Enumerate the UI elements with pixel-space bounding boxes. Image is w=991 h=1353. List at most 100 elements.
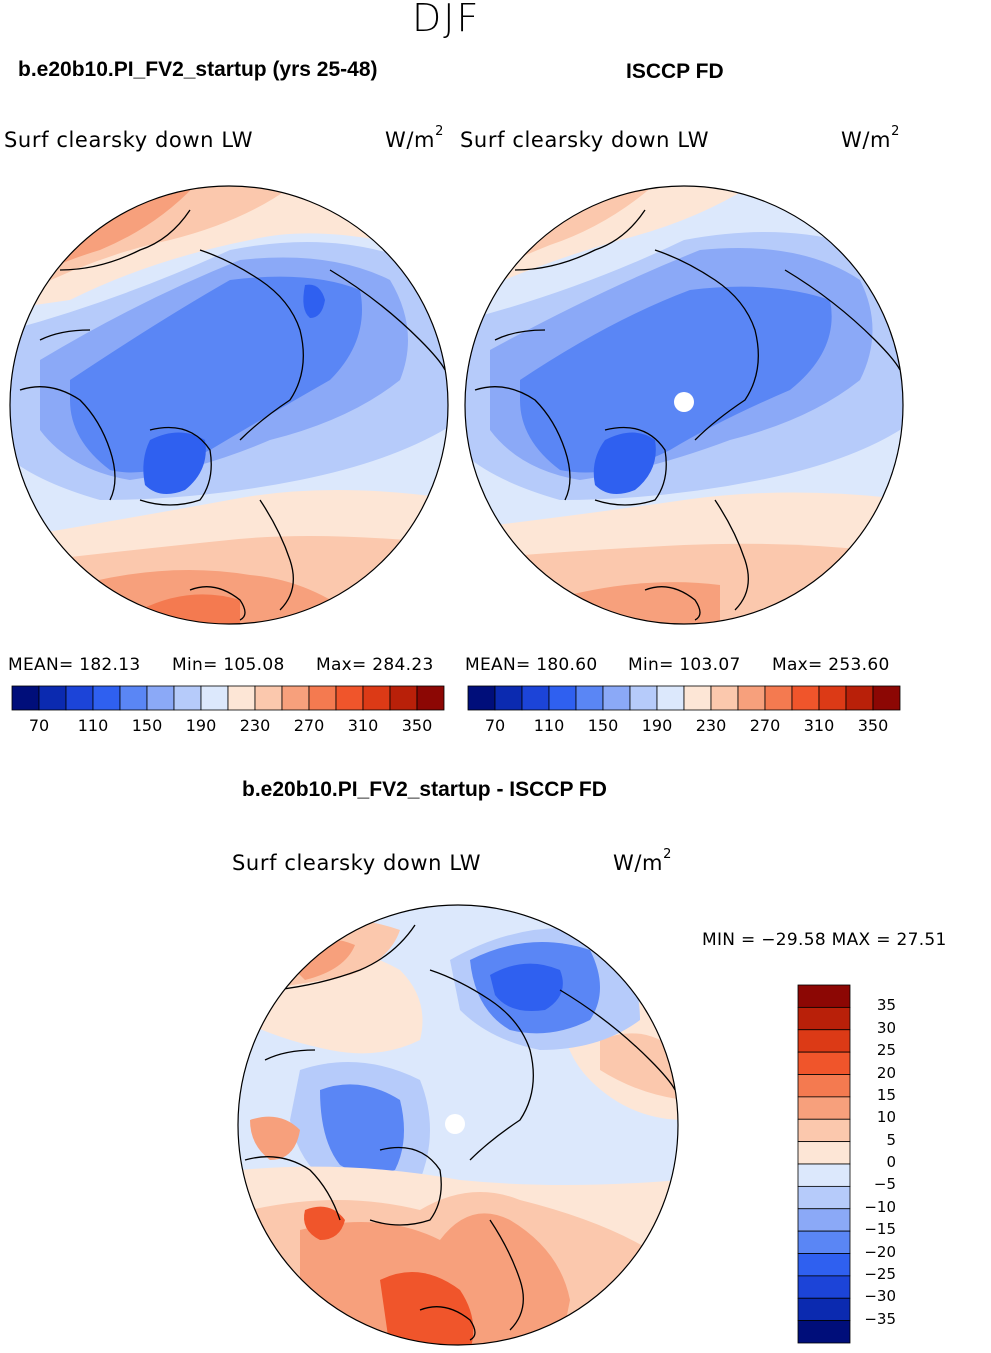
diff-map-border	[237, 904, 679, 1346]
left-panel-title: b.e20b10.PI_FV2_startup (yrs 25-48)	[18, 58, 378, 81]
left-units-base: W/m	[385, 128, 436, 152]
colorbar-swatch	[683, 685, 712, 711]
left-map-border	[9, 185, 449, 625]
colorbar-swatch	[797, 1096, 851, 1120]
left-colorbar	[11, 685, 445, 711]
colorbar-tick-label: −25	[864, 1264, 896, 1283]
colorbar-tick-label: −15	[864, 1220, 896, 1239]
colorbar-swatch	[389, 685, 418, 711]
colorbar-tick-label: 310	[347, 716, 379, 735]
colorbar-swatch	[737, 685, 766, 711]
colorbar-swatch	[575, 685, 604, 711]
colorbar-swatch	[308, 685, 337, 711]
colorbar-swatch	[797, 1163, 851, 1187]
colorbar-tick-label: 350	[401, 716, 433, 735]
colorbar-tick-label: 5	[886, 1130, 896, 1149]
colorbar-tick-label: 70	[28, 716, 50, 735]
colorbar-tick-label: 0	[886, 1153, 896, 1171]
left-panel-variable: Surf clearsky down LW	[4, 128, 254, 152]
colorbar-swatch	[656, 685, 685, 711]
right-min: Min= 103.07	[628, 655, 741, 675]
colorbar-tick-label: 25	[876, 1041, 896, 1060]
right-map-border	[464, 185, 904, 625]
right-panel-title: ISCCP FD	[626, 60, 724, 83]
right-panel-units: W/m2	[841, 124, 900, 152]
colorbar-swatch	[548, 685, 577, 711]
colorbar-tick-label: 190	[185, 716, 217, 735]
colorbar-swatch	[92, 685, 121, 711]
colorbar-tick-label: −5	[873, 1175, 896, 1194]
colorbar-swatch	[797, 1208, 851, 1232]
colorbar-tick-label: 310	[803, 716, 835, 735]
right-units-exp: 2	[891, 124, 900, 139]
colorbar-tick-label: 70	[484, 716, 506, 735]
colorbar-swatch	[797, 1297, 851, 1322]
colorbar-swatch	[845, 685, 874, 711]
colorbar-swatch	[797, 1074, 851, 1098]
colorbar-swatch	[65, 685, 94, 711]
season-title: DJF	[412, 0, 481, 40]
colorbar-tick-label: 110	[77, 716, 109, 735]
left-max: Max= 284.23	[316, 655, 434, 675]
colorbar-swatch	[173, 685, 202, 711]
diff-pole-missing	[445, 1114, 465, 1134]
colorbar-swatch	[521, 685, 550, 711]
colorbar-tick-label: 350	[857, 716, 889, 735]
colorbar-tick-label: −20	[864, 1242, 896, 1261]
colorbar-swatch	[119, 685, 148, 711]
colorbar-tick-label: 110	[533, 716, 565, 735]
colorbar-swatch	[416, 685, 445, 711]
colorbar-swatch	[797, 1141, 851, 1165]
diff-panel-variable: Surf clearsky down LW	[232, 851, 482, 875]
colorbar-tick-label: −30	[864, 1287, 896, 1306]
left-panel-units: W/m2	[385, 124, 444, 152]
colorbar-swatch	[797, 1185, 851, 1210]
left-mean: MEAN= 182.13	[8, 655, 141, 675]
colorbar-swatch	[335, 685, 364, 711]
colorbar-tick-label: 150	[131, 716, 163, 735]
colorbar-tick-label: 230	[239, 716, 271, 735]
colorbar-swatch	[797, 1253, 851, 1277]
colorbar-swatch	[797, 1051, 851, 1075]
right-pole-missing	[674, 392, 694, 412]
colorbar-swatch	[797, 1230, 851, 1254]
colorbar-tick-label: 190	[641, 716, 673, 735]
colorbar-swatch	[797, 1118, 851, 1143]
colorbar-tick-label: −35	[864, 1309, 896, 1328]
diff-units-exp: 2	[663, 847, 672, 862]
colorbar-swatch	[227, 685, 256, 711]
colorbar-tick-label: 270	[293, 716, 325, 735]
colorbar-swatch	[797, 1320, 851, 1344]
colorbar-tick-label: −10	[864, 1197, 896, 1216]
colorbar-swatch	[797, 1029, 851, 1053]
colorbar-swatch	[791, 685, 820, 711]
colorbar-tick-label: 230	[695, 716, 727, 735]
colorbar-swatch	[797, 1006, 851, 1031]
colorbar-swatch	[494, 685, 523, 711]
colorbar-swatch	[872, 685, 901, 711]
colorbar-tick-label: 150	[587, 716, 619, 735]
colorbar-tick-label: 20	[876, 1063, 896, 1082]
diff-minmax: MIN = −29.58 MAX = 27.51	[702, 930, 947, 950]
diff-colorbar	[797, 984, 851, 1344]
colorbar-tick-label: 35	[876, 996, 896, 1015]
left-min: Min= 105.08	[172, 655, 285, 675]
diff-panel-units: W/m2	[613, 847, 672, 875]
right-panel-variable: Surf clearsky down LW	[460, 128, 710, 152]
colorbar-swatch	[254, 685, 283, 711]
right-mean: MEAN= 180.60	[465, 655, 598, 675]
diff-panel-title: b.e20b10.PI_FV2_startup - ISCCP FD	[242, 778, 607, 801]
colorbar-tick-label: 10	[876, 1108, 896, 1127]
colorbar-swatch	[362, 685, 391, 711]
right-colorbar	[467, 685, 901, 711]
left-units-exp: 2	[435, 124, 444, 139]
colorbar-swatch	[797, 984, 851, 1008]
diff-units-base: W/m	[613, 851, 664, 875]
right-max: Max= 253.60	[772, 655, 890, 675]
colorbar-swatch	[797, 1275, 851, 1299]
colorbar-tick-label: 30	[876, 1018, 896, 1037]
colorbar-swatch	[11, 685, 40, 711]
